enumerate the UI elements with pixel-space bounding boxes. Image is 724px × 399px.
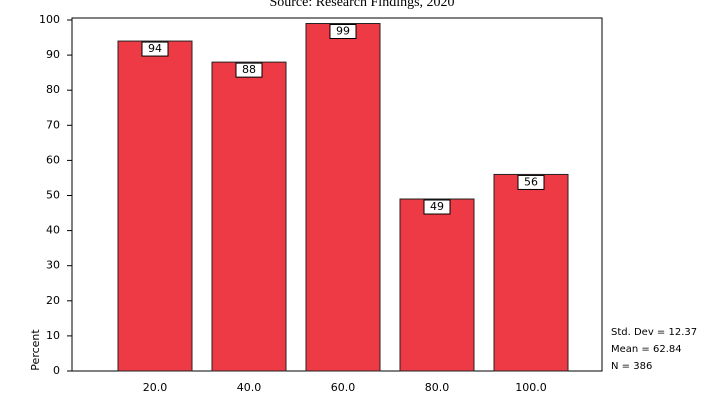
chart: Source: Research Findings, 2020 Percent …	[0, 0, 724, 399]
y-axis-label: Percent	[29, 329, 42, 371]
data-label: 88	[242, 63, 256, 76]
bar	[494, 174, 568, 371]
x-tick-label: 20.0	[143, 381, 168, 394]
x-tick-label: 80.0	[425, 381, 450, 394]
y-tick-label: 50	[46, 189, 60, 202]
bar	[118, 41, 192, 371]
bar	[212, 62, 286, 371]
data-label: 56	[524, 175, 538, 188]
chart-title: Source: Research Findings, 2020	[269, 0, 454, 10]
y-tick-label: 10	[46, 329, 60, 342]
x-tick-label: 100.0	[515, 381, 547, 394]
data-label: 94	[148, 42, 162, 55]
y-tick-label: 0	[53, 364, 60, 377]
y-tick-label: 70	[46, 118, 60, 131]
stat: Std. Dev = 12.37	[611, 327, 697, 338]
data-label: 49	[430, 200, 444, 213]
stat: Mean = 62.84	[611, 344, 682, 355]
y-tick-label: 40	[46, 224, 60, 237]
data-label: 99	[336, 25, 350, 38]
y-tick-label: 100	[39, 13, 60, 26]
x-tick-label: 60.0	[331, 381, 356, 394]
stat: N = 386	[611, 361, 652, 372]
y-tick-label: 80	[46, 83, 60, 96]
x-tick-label: 40.0	[237, 381, 262, 394]
y-tick-label: 90	[46, 48, 60, 61]
bar	[306, 24, 380, 371]
y-tick-label: 20	[46, 294, 60, 307]
y-tick-label: 30	[46, 259, 60, 272]
y-tick-label: 60	[46, 153, 60, 166]
bar	[400, 199, 474, 371]
